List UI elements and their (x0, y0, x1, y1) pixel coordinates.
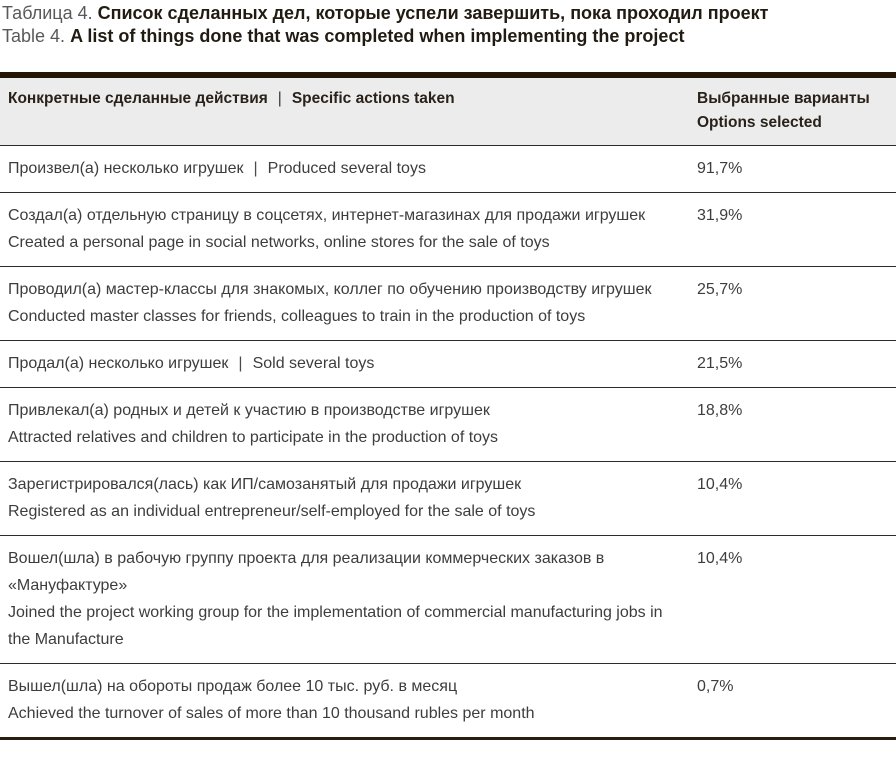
header-actions-en: Specific actions taken (291, 90, 455, 107)
action-cell: Вошел(шла) в рабочую группу проекта для … (0, 545, 697, 653)
action-text-en: Attracted relatives and children to part… (8, 429, 499, 446)
action-text-ru: Зарегистрировался(лась) как ИП/самозанят… (8, 476, 522, 493)
pipe-separator: | (238, 355, 243, 372)
action-cell: Проводил(а) мастер-классы для знакомых, … (0, 276, 697, 330)
table-row: Продал(а) несколько игрушек | Sold several… (0, 340, 896, 387)
percent-value: 10,4% (697, 550, 743, 567)
pipe-separator: | (253, 160, 258, 177)
percent-value: 25,7% (697, 281, 743, 298)
action-text-ru: Вышел(шла) на обороты продаж более 10 ты… (8, 678, 458, 695)
table-caption: Таблица 4. Список сделанных дел, которые… (0, 0, 896, 48)
action-cell: Создал(а) отдельную страницу в соцсетях,… (0, 202, 697, 256)
caption-label-ru: Таблица 4. (2, 3, 93, 23)
caption-title-en: A list of things done that was completed… (70, 26, 685, 46)
action-text-en: Joined the project working group for the… (8, 604, 663, 648)
table-row: Вышел(шла) на обороты продаж более 10 ты… (0, 663, 896, 737)
action-cell: Зарегистрировался(лась) как ИП/самозанят… (0, 471, 697, 525)
action-text-ru: Создал(а) отдельную страницу в соцсетях,… (8, 207, 646, 224)
table-row: Вошел(шла) в рабочую группу проекта для … (0, 535, 896, 663)
action-text-en: Created a personal page in social networ… (8, 234, 550, 251)
header-options-ru: Выбранные варианты (697, 90, 870, 107)
percent-value: 31,9% (697, 207, 743, 224)
header-actions-cell: Конкретные сделанные действия | Specific a… (0, 87, 697, 135)
caption-line-ru: Таблица 4. Список сделанных дел, которые… (2, 2, 894, 25)
table-row: Зарегистрировался(лась) как ИП/самозанят… (0, 461, 896, 535)
action-text-ru: Продал(а) несколько игрушек (8, 355, 229, 372)
caption-label-en: Table 4. (2, 26, 66, 46)
action-text-en: Produced several toys (267, 160, 426, 177)
table-row: Произвел(а) несколько игрушек | Produced s… (0, 146, 896, 192)
caption-title-ru: Список сделанных дел, которые успели зав… (97, 3, 769, 23)
action-text-en: Achieved the turnover of sales of more t… (8, 705, 535, 722)
action-cell: Произвел(а) несколько игрушек | Produced s… (0, 155, 697, 182)
caption-line-en: Table 4. A list of things done that was … (2, 25, 894, 48)
header-options-cell: Выбранные варианты Options selected (697, 87, 896, 135)
action-text-ru: Привлекал(а) родных и детей к участию в … (8, 402, 490, 419)
percent-value: 10,4% (697, 476, 743, 493)
action-cell: Привлекал(а) родных и детей к участию в … (0, 397, 697, 451)
table-header-row: Конкретные сделанные действия | Specific a… (0, 78, 896, 146)
action-cell: Вышел(шла) на обороты продаж более 10 ты… (0, 673, 697, 727)
table-row: Проводил(а) мастер-классы для знакомых, … (0, 266, 896, 340)
action-text-ru: Вошел(шла) в рабочую группу проекта для … (8, 550, 605, 594)
action-text-en: Conducted master classes for friends, co… (8, 308, 586, 325)
data-table: Конкретные сделанные действия | Specific a… (0, 72, 896, 740)
percent-value: 21,5% (697, 355, 743, 372)
action-text-en: Registered as an individual entrepreneur… (8, 503, 536, 520)
action-text-ru: Произвел(а) несколько игрушек (8, 160, 244, 177)
action-text-en: Sold several toys (252, 355, 375, 372)
table-row: Привлекал(а) родных и детей к участию в … (0, 387, 896, 461)
pipe-separator: | (277, 90, 282, 107)
percent-value: 91,7% (697, 160, 743, 177)
table-row: Создал(а) отдельную страницу в соцсетях,… (0, 192, 896, 266)
header-actions-ru: Конкретные сделанные действия (8, 90, 268, 107)
percent-value: 18,8% (697, 402, 743, 419)
percent-value: 0,7% (697, 678, 734, 695)
action-text-ru: Проводил(а) мастер-классы для знакомых, … (8, 281, 652, 298)
action-cell: Продал(а) несколько игрушек | Sold several… (0, 350, 697, 377)
header-options-en: Options selected (697, 114, 822, 131)
